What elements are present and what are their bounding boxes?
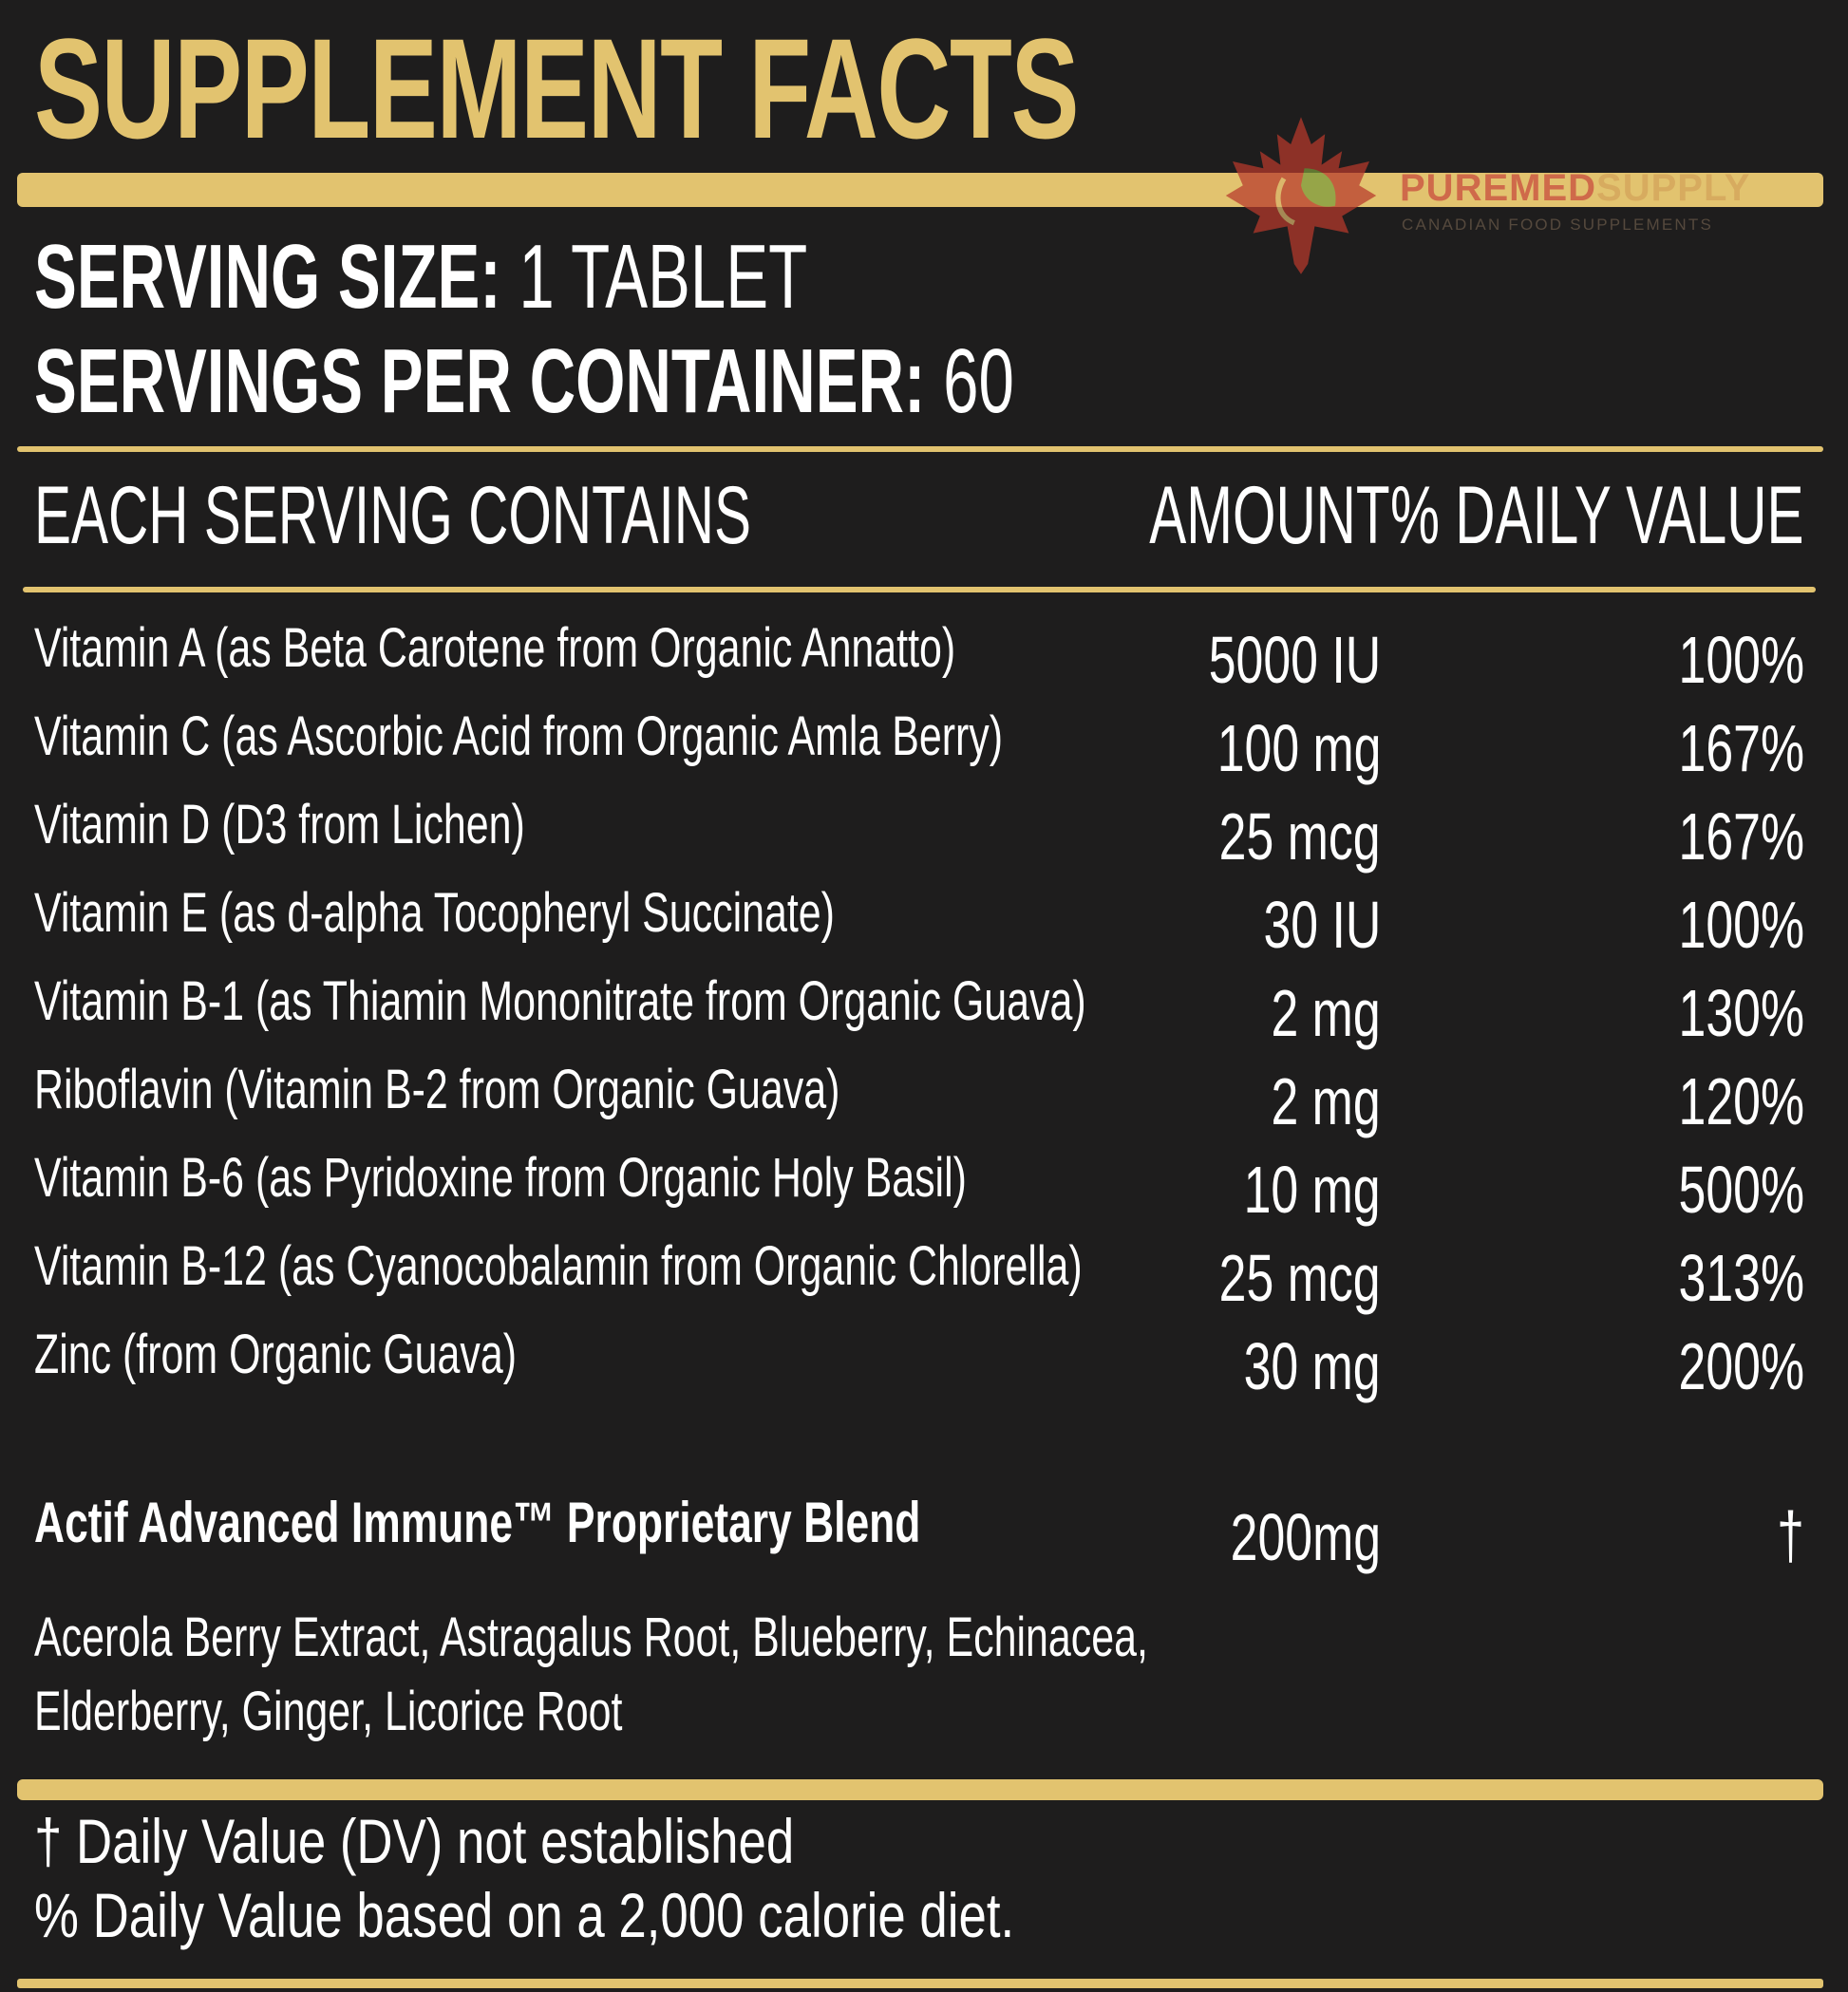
blend-daily-value: † [1777,1498,1804,1572]
nutrient-amount: 30 IU [1263,888,1381,962]
servings-per-container: SERVINGS PER CONTAINER: 60 [34,336,1014,427]
brand-watermark: PUREMEDSUPPLY CANADIAN FOOD SUPPLEMENTS [1216,110,1785,281]
table-row: Vitamin D (D3 from Lichen) 25 mcg 167% [0,798,1848,874]
nutrient-daily-value: 167% [1678,799,1804,874]
blend-ingredients-line2: Elderberry, Ginger, Licorice Root [34,1681,623,1742]
footnote-dv-not-established: † Daily Value (DV) not established [34,1806,795,1876]
nutrient-daily-value: 167% [1678,711,1804,785]
column-header-amount: AMOUNT [1149,470,1390,561]
bottom-divider [17,1779,1823,1800]
nutrient-amount: 25 mcg [1219,1241,1381,1315]
nutrient-daily-value: 120% [1678,1064,1804,1138]
table-row: Riboflavin (Vitamin B-2 from Organic Gua… [0,1062,1848,1138]
table-row: Vitamin B-6 (as Pyridoxine from Organic … [0,1151,1848,1227]
nutrient-name: Vitamin D (D3 from Lichen) [34,794,525,855]
nutrient-name: Vitamin A (as Beta Carotene from Organic… [34,617,956,679]
table-row: Vitamin E (as d-alpha Tocopheryl Succina… [0,886,1848,962]
brand-tagline: CANADIAN FOOD SUPPLEMENTS [1402,216,1713,234]
header-divider [23,587,1816,592]
blend-amount: 200mg [1230,1500,1381,1574]
blend-name: Actif Advanced Immune™ Proprietary Blend [34,1491,921,1554]
nutrient-amount: 25 mcg [1219,799,1381,874]
brand-name: PUREMEDSUPPLY [1400,169,1750,207]
table-row: Vitamin B-12 (as Cyanocobalamin from Org… [0,1239,1848,1315]
column-header-daily-value: % DAILY VALUE [1390,470,1804,561]
nutrient-daily-value: 100% [1678,623,1804,697]
nutrient-amount: 30 mg [1244,1329,1381,1403]
nutrient-amount: 100 mg [1216,711,1381,785]
nutrient-amount: 2 mg [1271,1064,1381,1138]
nutrient-name: Vitamin B-1 (as Thiamin Mononitrate from… [34,970,1086,1032]
nutrient-name: Vitamin C (as Ascorbic Acid from Organic… [34,705,1004,767]
footnote-calorie-diet: % Daily Value based on a 2,000 calorie d… [34,1880,1015,1950]
top-divider [17,173,1823,207]
nutrient-name: Zinc (from Organic Guava) [34,1324,518,1385]
nutrient-daily-value: 500% [1678,1153,1804,1227]
nutrient-daily-value: 130% [1678,976,1804,1050]
table-row: Vitamin C (as Ascorbic Acid from Organic… [0,709,1848,785]
footer-divider [17,1979,1823,1988]
brand-name-part2: SUPPLY [1596,167,1751,209]
table-row: Vitamin A (as Beta Carotene from Organic… [0,621,1848,697]
serving-size-label: SERVING SIZE: [34,226,501,328]
brand-name-part1: PUREMED [1400,167,1597,209]
nutrient-amount: 5000 IU [1208,623,1381,697]
nutrient-amount: 10 mg [1244,1153,1381,1227]
page-title: SUPPLEMENT FACTS [34,9,1079,168]
blend-ingredients-line1: Acerola Berry Extract, Astragalus Root, … [34,1607,1148,1668]
nutrient-amount: 2 mg [1271,976,1381,1050]
column-header-name: EACH SERVING CONTAINS [34,470,751,561]
nutrient-name: Vitamin B-6 (as Pyridoxine from Organic … [34,1147,967,1209]
servings-per-container-label: SERVINGS PER CONTAINER: [34,330,926,432]
table-row: Zinc (from Organic Guava) 30 mg 200% [0,1327,1848,1403]
servings-per-container-value: 60 [925,330,1014,432]
nutrient-name: Vitamin E (as d-alpha Tocopheryl Succina… [34,882,835,944]
serving-size: SERVING SIZE: 1 TABLET [34,232,807,323]
maple-leaf-icon [1225,117,1377,274]
serving-divider [17,446,1823,452]
nutrient-name: Vitamin B-12 (as Cyanocobalamin from Org… [34,1235,1083,1297]
serving-size-value: 1 TABLET [500,226,808,328]
nutrient-daily-value: 200% [1678,1329,1804,1403]
table-row: Vitamin B-1 (as Thiamin Mononitrate from… [0,974,1848,1050]
nutrient-name: Riboflavin (Vitamin B-2 from Organic Gua… [34,1059,840,1120]
nutrient-daily-value: 313% [1678,1241,1804,1315]
nutrient-daily-value: 100% [1678,888,1804,962]
